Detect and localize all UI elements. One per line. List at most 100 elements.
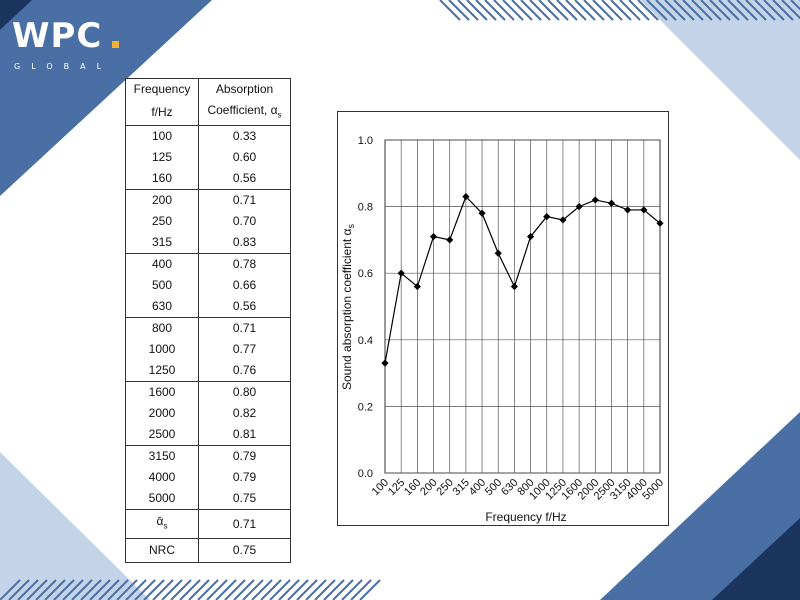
- frequency-cell: 4000: [125, 467, 199, 489]
- hatch-line: [215, 579, 237, 600]
- frequency-cell: 500: [125, 275, 199, 297]
- y-tick-label: 1.0: [358, 135, 373, 147]
- top-right-shape: [640, 0, 800, 160]
- hatch-line: [359, 579, 381, 600]
- coefficient-cell: 0.75: [198, 488, 291, 511]
- coefficient-cell: 0.56: [198, 168, 291, 191]
- series-markers: [381, 193, 664, 367]
- hatch-line: [754, 0, 776, 21]
- frequency-cell: 630: [125, 296, 199, 319]
- frequency-cell: 5000: [125, 488, 199, 511]
- bottom-right-dark-shape: [712, 518, 800, 600]
- hatch-line: [538, 0, 560, 21]
- hatch-line: [134, 579, 156, 600]
- table-row: 1000 0.77: [125, 339, 291, 361]
- hatch-line: [224, 579, 246, 600]
- hatch-line: [700, 0, 722, 21]
- header-coefficient-sub: s: [277, 110, 282, 120]
- hatch-line: [26, 579, 48, 600]
- hatch-line: [116, 579, 138, 600]
- data-point-marker: [607, 199, 616, 207]
- chart-frame: [337, 111, 669, 526]
- hatch-line: [233, 579, 255, 600]
- table-row: 100 0.33: [125, 125, 291, 148]
- hatch-line: [718, 0, 740, 21]
- table-nrc-row: NRC 0.75: [125, 538, 291, 563]
- hatch-line: [35, 579, 57, 600]
- table-row: 125 0.60: [125, 147, 291, 169]
- hatch-line: [592, 0, 614, 21]
- coefficient-cell: 0.60: [198, 147, 291, 169]
- hatch-line: [637, 0, 659, 21]
- series-line: [384, 195, 661, 364]
- hatch-line: [251, 579, 273, 600]
- coefficient-cell: 0.70: [198, 211, 291, 233]
- brand-name: WPC: [12, 16, 103, 56]
- hatch-line: [71, 579, 93, 600]
- hatch-line: [610, 0, 632, 21]
- coefficient-cell: 0.76: [198, 360, 291, 383]
- hatch-line: [709, 0, 731, 21]
- data-point-marker: [429, 232, 438, 241]
- hatch-line: [484, 0, 506, 21]
- top-left-dark-shape: [0, 0, 32, 30]
- y-tick-label: 0.8: [358, 202, 373, 214]
- data-point-marker: [510, 282, 519, 291]
- y-tick-label: 0.2: [358, 401, 373, 413]
- frequency-cell: 1600: [125, 381, 199, 404]
- hatch-line: [278, 579, 300, 600]
- x-tick-labels: 1001251602002503154005006308001000125016…: [370, 477, 666, 503]
- hatch-line: [655, 0, 677, 21]
- hatch-line: [727, 0, 749, 21]
- frequency-cell: 250: [125, 211, 199, 233]
- table-body: 100 0.33 125 0.60 160 0.56 200 0.71 250 0.70 315 0.…: [125, 125, 291, 511]
- coefficient-cell: 0.82: [198, 403, 291, 425]
- table-row: 5000 0.75: [125, 488, 291, 511]
- coefficient-cell: 0.79: [198, 445, 291, 468]
- avg-symbol: ᾱ: [156, 514, 164, 529]
- hatch-line: [80, 579, 102, 600]
- hatch-line: [44, 579, 66, 600]
- hatch-line: [206, 579, 228, 600]
- header-frequency-unit: f/Hz: [125, 100, 199, 127]
- hatch-line: [772, 0, 794, 21]
- coefficient-cell: 0.83: [198, 232, 291, 255]
- table-row: 1600 0.80: [125, 381, 291, 404]
- data-point-marker: [381, 359, 389, 367]
- hatch-line: [691, 0, 713, 21]
- brand-subtitle: GLOBAL: [14, 62, 113, 71]
- coefficient-cell: 0.77: [198, 339, 291, 361]
- data-point-marker: [494, 249, 502, 257]
- y-tick-label: 0.0: [358, 468, 373, 480]
- hatch-line: [170, 579, 192, 600]
- hatch-line: [673, 0, 695, 21]
- avg-label: ᾱs: [125, 509, 199, 539]
- avg-value: 0.71: [198, 509, 291, 539]
- hatch-line: [143, 579, 165, 600]
- table-row: 3150 0.79: [125, 445, 291, 468]
- table-row: 800 0.71: [125, 317, 291, 340]
- hatch-line: [260, 579, 282, 600]
- coefficient-cell: 0.56: [198, 296, 291, 319]
- hatch-line: [493, 0, 515, 21]
- table-row: 250 0.70: [125, 211, 291, 233]
- hatch-line: [269, 579, 291, 600]
- coefficient-cell: 0.79: [198, 467, 291, 489]
- hatch-line: [89, 579, 111, 600]
- table-row: 2000 0.82: [125, 403, 291, 425]
- brand-logo: WPC GLOBAL: [12, 16, 122, 71]
- frequency-cell: 400: [125, 253, 199, 276]
- coefficient-cell: 0.71: [198, 189, 291, 212]
- header-frequency: Frequency: [125, 78, 199, 100]
- hatch-line: [17, 579, 39, 600]
- table-row: 400 0.78: [125, 253, 291, 276]
- y-tick-labels: 0.0 0.2 0.4 0.6 0.8 1.0: [358, 135, 373, 480]
- y-tick-label: 0.6: [358, 268, 373, 280]
- data-point-marker: [624, 206, 632, 214]
- coefficient-cell: 0.71: [198, 317, 291, 340]
- frequency-cell: 315: [125, 232, 199, 255]
- hatch-line: [457, 0, 479, 21]
- hatch-line: [583, 0, 605, 21]
- hatch-line: [601, 0, 623, 21]
